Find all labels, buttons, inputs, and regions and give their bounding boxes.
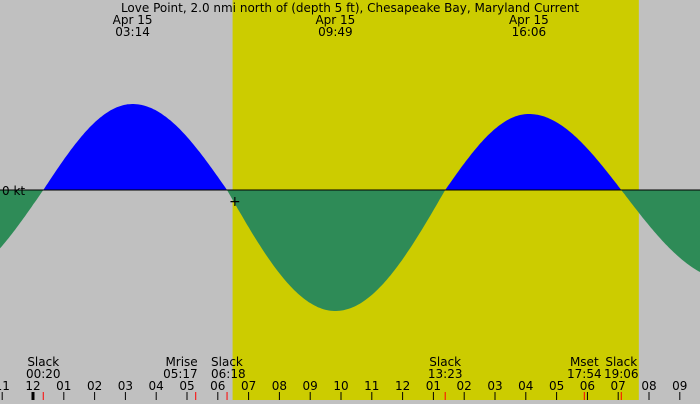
hour-tick-label: 01 — [56, 379, 71, 393]
hour-tick-label: 04 — [518, 379, 533, 393]
hour-tick-label: 07 — [241, 379, 256, 393]
ebb-area — [227, 190, 446, 311]
event-time: 13:23 — [428, 367, 463, 381]
event-time: 19:06 — [604, 367, 639, 381]
ebb-area — [621, 190, 700, 273]
extremum-date: Apr 15 — [315, 13, 355, 27]
current-curve — [0, 104, 700, 311]
hour-tick-label: 04 — [149, 379, 164, 393]
crosshair-icon: + — [229, 194, 241, 210]
chart-title: Love Point, 2.0 nmi north of (depth 5 ft… — [121, 1, 579, 15]
ebb-area — [0, 190, 44, 249]
hour-tick-label: 03 — [487, 379, 502, 393]
event-time: 06:18 — [211, 367, 246, 381]
hour-tick-label: 05 — [179, 379, 194, 393]
hour-tick-label: 06 — [580, 379, 595, 393]
event-name: Mrise — [165, 355, 197, 369]
hour-tick-label: 12 — [25, 379, 40, 393]
hour-tick-label: 08 — [641, 379, 656, 393]
event-name: Slack — [27, 355, 59, 369]
hour-tick-label: 10 — [333, 379, 348, 393]
event-name: Slack — [211, 355, 243, 369]
hour-tick-label: 03 — [118, 379, 133, 393]
hour-tick-label: 08 — [272, 379, 287, 393]
hour-tick-label: 12 — [395, 379, 410, 393]
event-name: Mset — [570, 355, 599, 369]
event-time: 00:20 — [26, 367, 61, 381]
hour-tick-label: 11 — [0, 379, 10, 393]
event-labels: Slack00:20Mrise05:17Slack06:18Slack13:23… — [26, 355, 639, 400]
hour-tick-label: 11 — [364, 379, 379, 393]
extremum-time: 16:06 — [512, 25, 547, 39]
hour-tick-label: 09 — [672, 379, 687, 393]
extremum-date: Apr 15 — [113, 13, 153, 27]
hour-tick-label: 05 — [549, 379, 564, 393]
extremum-time: 03:14 — [115, 25, 150, 39]
event-name: Slack — [429, 355, 461, 369]
hour-tick-label: 06 — [210, 379, 225, 393]
flood-area — [43, 104, 228, 190]
hour-tick-label: 02 — [457, 379, 472, 393]
event-name: Slack — [605, 355, 637, 369]
hour-tick-label: 01 — [426, 379, 441, 393]
event-time: 17:54 — [567, 367, 602, 381]
extremum-date: Apr 15 — [509, 13, 549, 27]
hour-tick-label: 02 — [87, 379, 102, 393]
hour-axis: 11 12 01 02 03 04 05 06 07 08 09 10 11 12 01 02 03 04 05 06… — [0, 379, 687, 400]
hour-tick-label: 09 — [303, 379, 318, 393]
zero-label: 0 kt — [2, 184, 25, 198]
event-time: 05:17 — [163, 367, 198, 381]
flood-area — [445, 114, 622, 190]
extremum-time: 09:49 — [318, 25, 353, 39]
hour-tick-label: 07 — [611, 379, 626, 393]
